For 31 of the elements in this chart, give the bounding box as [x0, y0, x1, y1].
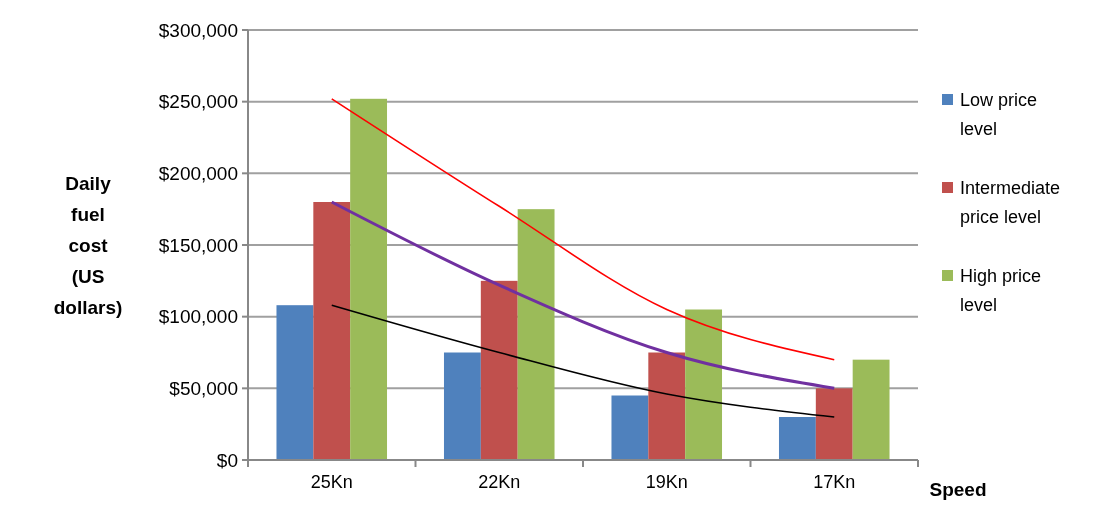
- y-tick-label: $200,000: [158, 162, 238, 184]
- line-series: [330, 98, 836, 361]
- line-series: [330, 304, 836, 418]
- bar: [648, 352, 686, 460]
- bar: [313, 202, 351, 460]
- x-tick-label: 17Kn: [813, 472, 856, 492]
- bar: [350, 98, 388, 460]
- legend-label: High price level: [960, 266, 1042, 316]
- y-tick-label: $100,000: [158, 306, 238, 328]
- y-tick-label: $50,000: [169, 377, 238, 399]
- legend-label: Low price level: [960, 90, 1038, 140]
- x-tick-label: 19Kn: [645, 472, 688, 492]
- bar: [517, 209, 555, 460]
- bar: [276, 305, 314, 460]
- line-series: [330, 200, 836, 390]
- x-tick-label: 22Kn: [478, 472, 521, 492]
- bar: [480, 280, 518, 460]
- bar: [815, 388, 853, 460]
- y-tick-label: $250,000: [158, 91, 238, 113]
- bar: [443, 352, 481, 460]
- y-axis-title: Daily fuel cost (US dollars): [53, 172, 123, 318]
- bar: [611, 395, 649, 460]
- bar: [685, 309, 723, 460]
- y-tick-label: $150,000: [158, 234, 238, 256]
- x-tick-label: 25Kn: [310, 472, 353, 492]
- y-tick-label: $0: [216, 449, 238, 471]
- bar: [778, 417, 816, 460]
- legend-label: Intermediate price level: [960, 178, 1061, 228]
- y-tick-label: $300,000: [158, 19, 238, 41]
- bar: [852, 359, 890, 460]
- x-axis-title: Speed: [929, 479, 987, 500]
